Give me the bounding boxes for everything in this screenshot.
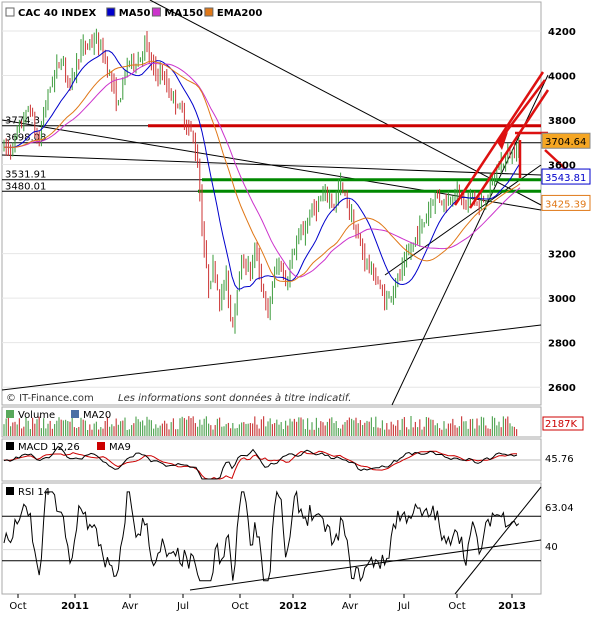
rsi-panel: RSI 14 63.04 40 [1,482,574,595]
macd-label: MACD 12,26 [18,442,80,453]
last-value-label: 3704.64 [545,137,586,148]
legend-swatch [106,7,116,17]
x-tick-label: Avr [342,601,359,612]
price-tick-label: 4000 [548,71,576,82]
volume-label: Volume [18,410,55,421]
price-level-label: 3774.3 [5,116,40,127]
last-value-box [541,194,591,211]
macd-signal-label: MA9 [109,442,131,453]
price-panel-frame [1,1,542,406]
legend: CAC 40 INDEX MA50 MA150 EMA200 [5,7,262,19]
volume-panel: Volume MA20 2187K [1,406,584,438]
ma150-line [4,62,521,278]
price-tick-label: 3200 [548,250,576,261]
ma50-line [3,50,521,290]
x-tick-label: Jul [176,601,189,612]
trendline [1,154,542,176]
volume-last-box [542,416,584,431]
x-tick-label: Oct [448,601,465,612]
legend-entry: CAC 40 INDEX [18,8,97,19]
legend-entry: EMA200 [217,8,262,19]
last-value-labels: 3704.64 3543.81 3425.39 [541,132,591,211]
red-arrow-line [453,71,545,206]
red-arrow-head [497,132,508,150]
volume-legend-swatch [6,410,14,418]
x-axis: Oct 2011 Avr Jul Oct 2012 Avr Jul Oct 2013 [9,594,526,612]
last-value-box [541,168,591,185]
macd-legend-swatch [6,442,14,450]
x-tick-label: 2013 [498,601,526,612]
x-tick-label: 2011 [61,601,89,612]
volume-ma-label: MA20 [83,410,111,421]
credit-text: © IT-Finance.com [6,393,94,404]
legend-swatch [204,7,214,17]
rsi-label: RSI 14 [18,487,50,498]
legend-entry: MA50 [119,8,151,19]
rsi-last-label: 63.04 [545,503,574,514]
price-level-label: 3531.91 [5,170,46,181]
price-tick-label: 2600 [548,383,576,394]
x-tick-label: Oct [9,601,26,612]
trendline [149,0,542,206]
price-tick-label: 3000 [548,294,576,305]
macd-last-label: 45.76 [545,454,574,465]
volume-last-label: 2187K [545,419,577,430]
price-tick-label: 3600 [548,161,576,172]
macd-panel: MACD 12,26 MA9 45.76 [1,438,574,482]
trendline [1,324,542,391]
macd-lines [2,445,541,480]
red-arrow-line [499,79,546,141]
rsi-content [2,486,542,595]
rsi-trendline [189,539,542,591]
disclaimer-text: Les informations sont données à titre in… [118,392,351,404]
volume-bars [3,416,518,436]
legend-swatch [5,7,15,17]
price-axis: 4200 4000 3800 3600 3200 3000 2800 2600 [548,27,576,394]
macd-signal-swatch [97,442,105,450]
x-tick-label: Oct [231,601,248,612]
red-arrow-line [468,89,550,209]
price-tick-label: 3800 [548,116,576,127]
price-candles [3,28,520,334]
rsi-trendline [454,486,542,595]
x-tick-label: Jul [397,601,410,612]
price-gridlines [2,30,541,388]
rsi-legend-swatch [6,487,14,495]
price-tick-label: 4200 [548,27,576,38]
x-tick-label: 2012 [279,601,307,612]
rsi-line [3,490,520,583]
price-tick-label: 2800 [548,339,576,350]
price-level-label: 3480.01 [5,181,46,192]
last-value-label: 3425.39 [545,199,586,210]
last-value-label: 3543.81 [545,173,586,184]
legend-entry: MA150 [164,8,203,19]
macd-line [3,445,518,480]
volume-ma-swatch [71,410,79,418]
price-level-label: 3698.08 [5,133,46,144]
legend-swatch [151,7,161,17]
rsi-tick-label: 40 [545,542,558,553]
x-tick-label: Avr [122,601,139,612]
ema200-line [4,60,521,282]
moving-averages [3,50,521,290]
last-value-box [541,132,591,149]
